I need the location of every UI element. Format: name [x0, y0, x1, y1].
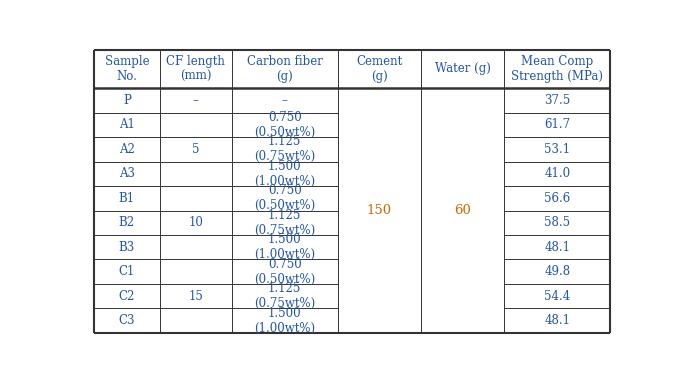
Text: A2: A2	[119, 143, 135, 156]
Text: Carbon fiber
(g): Carbon fiber (g)	[247, 55, 323, 83]
Text: 1.125
(0.75wt%): 1.125 (0.75wt%)	[254, 135, 315, 163]
Text: 1.500
(1.00wt%): 1.500 (1.00wt%)	[254, 160, 315, 188]
Text: –: –	[282, 94, 288, 107]
Text: 48.1: 48.1	[544, 241, 570, 254]
Text: 0.750
(0.50wt%): 0.750 (0.50wt%)	[254, 111, 315, 139]
Text: B3: B3	[119, 241, 135, 254]
Text: 53.1: 53.1	[544, 143, 570, 156]
Text: 5: 5	[192, 143, 199, 156]
Text: 56.6: 56.6	[544, 192, 570, 205]
Text: 58.5: 58.5	[544, 216, 570, 229]
Text: 60: 60	[454, 204, 471, 217]
Text: C1: C1	[119, 265, 135, 278]
Text: 54.4: 54.4	[544, 290, 570, 303]
Text: A1: A1	[119, 118, 135, 131]
Text: P: P	[123, 94, 131, 107]
Text: 15: 15	[188, 290, 203, 303]
Text: 1.500
(1.00wt%): 1.500 (1.00wt%)	[254, 307, 315, 335]
Text: 1.500
(1.00wt%): 1.500 (1.00wt%)	[254, 233, 315, 261]
Text: 61.7: 61.7	[544, 118, 570, 131]
Text: 48.1: 48.1	[544, 314, 570, 327]
Text: CF length
(mm): CF length (mm)	[166, 55, 225, 83]
Text: 37.5: 37.5	[544, 94, 570, 107]
Text: 41.0: 41.0	[544, 167, 570, 180]
Text: 0.750
(0.50wt%): 0.750 (0.50wt%)	[254, 184, 315, 212]
Text: 150: 150	[367, 204, 392, 217]
Text: B1: B1	[119, 192, 135, 205]
Text: Cement
(g): Cement (g)	[357, 55, 403, 83]
Text: C3: C3	[119, 314, 135, 327]
Text: B2: B2	[119, 216, 135, 229]
Text: 49.8: 49.8	[544, 265, 570, 278]
Text: –: –	[193, 94, 199, 107]
Text: 10: 10	[188, 216, 203, 229]
Text: C2: C2	[119, 290, 135, 303]
Text: A3: A3	[119, 167, 135, 180]
Text: 1.125
(0.75wt%): 1.125 (0.75wt%)	[254, 209, 315, 237]
Text: 1.125
(0.75wt%): 1.125 (0.75wt%)	[254, 282, 315, 310]
Text: Sample
No.: Sample No.	[104, 55, 149, 83]
Text: Water (g): Water (g)	[435, 63, 491, 75]
Text: 0.750
(0.50wt%): 0.750 (0.50wt%)	[254, 258, 315, 286]
Text: Mean Comp
Strength (MPa): Mean Comp Strength (MPa)	[511, 55, 603, 83]
